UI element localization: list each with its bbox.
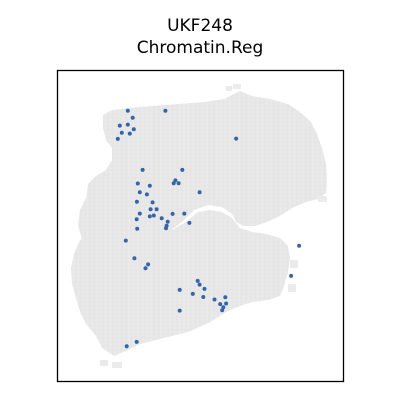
tissue-spot bbox=[288, 284, 296, 292]
scatter-point bbox=[171, 181, 176, 186]
scatter-point bbox=[180, 167, 185, 172]
scatter-point bbox=[117, 123, 122, 128]
scatter-point bbox=[176, 181, 181, 186]
scatter-point bbox=[140, 167, 145, 172]
scatter-point bbox=[164, 226, 168, 231]
scatter-point bbox=[289, 273, 294, 278]
scatter-point bbox=[124, 344, 129, 349]
scatter-point bbox=[190, 291, 195, 296]
scatter-point bbox=[221, 305, 226, 310]
tissue-spot bbox=[112, 362, 122, 368]
scatter-point bbox=[202, 286, 207, 291]
scatter-point bbox=[123, 238, 128, 243]
tissue-region-upper bbox=[78, 91, 327, 246]
scatter-point bbox=[234, 136, 239, 141]
scatter-point bbox=[163, 108, 168, 113]
scatter-point bbox=[137, 190, 142, 195]
scatter-point bbox=[182, 211, 187, 216]
scatter-point bbox=[223, 295, 228, 300]
scatter-point bbox=[165, 219, 170, 224]
scatter-point bbox=[132, 256, 137, 261]
scatter-point bbox=[220, 308, 225, 313]
scatter-point bbox=[127, 131, 132, 136]
scatter-point bbox=[154, 207, 159, 212]
tissue-spot bbox=[100, 360, 108, 366]
scatter-point bbox=[218, 302, 223, 307]
tissue-spot bbox=[226, 86, 232, 91]
scatter-point bbox=[135, 226, 140, 231]
scatter-point bbox=[148, 207, 153, 212]
scatter-point bbox=[150, 200, 155, 205]
tissue-background bbox=[71, 84, 327, 368]
scatter-point bbox=[134, 339, 139, 344]
scatter-point bbox=[144, 192, 149, 197]
scatter-point bbox=[197, 282, 202, 287]
scatter-point bbox=[197, 190, 202, 195]
scatter-point bbox=[147, 214, 152, 219]
scatter-point bbox=[125, 108, 130, 113]
plot-frame bbox=[56, 69, 345, 383]
scatter-point bbox=[297, 243, 302, 248]
scatter-point bbox=[134, 199, 139, 204]
scatter-point bbox=[187, 220, 192, 225]
scatter-point bbox=[137, 211, 142, 216]
chart-title-line-2: Chromatin.Reg bbox=[136, 38, 264, 58]
scatter-point bbox=[143, 266, 148, 271]
scatter-point bbox=[146, 262, 151, 267]
scatter-point bbox=[224, 301, 229, 306]
chart-title-line-1: UKF248 bbox=[167, 16, 233, 36]
scatter-point bbox=[147, 183, 152, 188]
scatter-point bbox=[115, 136, 120, 141]
scatter-point bbox=[134, 217, 139, 222]
scatter-point bbox=[131, 127, 136, 132]
scatter-points bbox=[115, 108, 302, 349]
scatter-point bbox=[125, 122, 130, 127]
scatter-point bbox=[119, 130, 124, 135]
scatter-point bbox=[151, 213, 156, 218]
scatter-point bbox=[130, 115, 135, 120]
scatter-point bbox=[159, 216, 164, 221]
scatter-point bbox=[177, 287, 182, 292]
tissue-spot bbox=[318, 196, 327, 202]
tissue-spot bbox=[233, 84, 241, 89]
scatter-point bbox=[135, 181, 140, 186]
scatter-point bbox=[201, 295, 206, 299]
tissue-region-lower bbox=[71, 210, 290, 356]
scatter-point bbox=[170, 211, 175, 216]
tissue-spot bbox=[290, 260, 298, 268]
scatter-point bbox=[195, 278, 200, 283]
scatter-point bbox=[212, 297, 217, 302]
scatter-point bbox=[177, 308, 182, 313]
